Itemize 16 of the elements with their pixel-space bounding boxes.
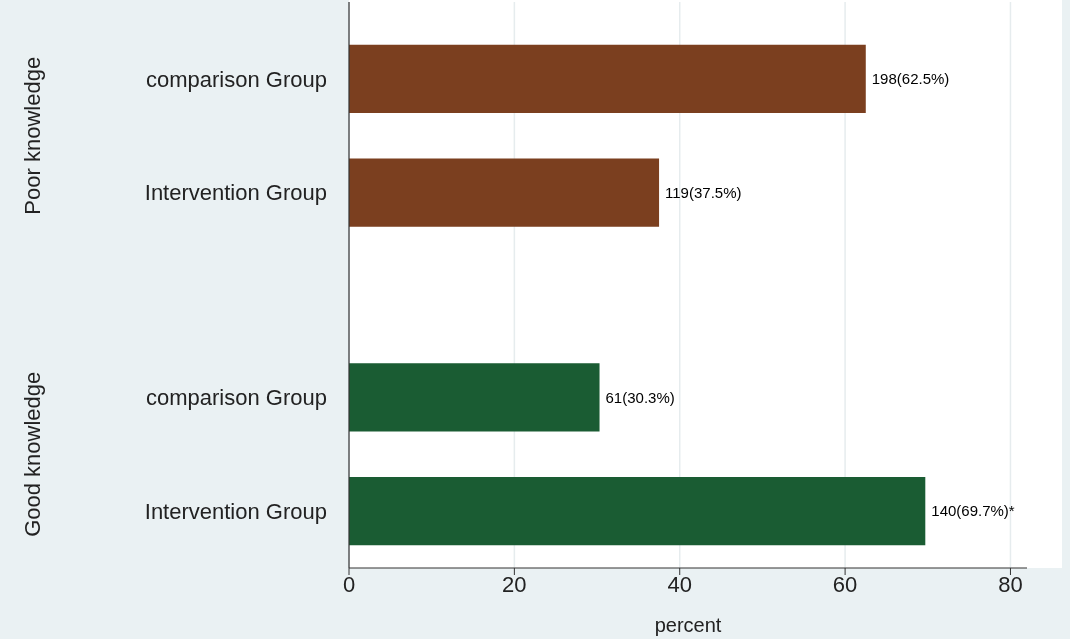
data-label: 119(37.5%) (665, 183, 742, 201)
data-label: 198(62.5%) (871, 70, 950, 88)
data-label: 61(30.3%) (605, 388, 675, 406)
x-tick-label: 20 (502, 572, 527, 597)
data-label: 140(69.7%)* (931, 502, 1015, 520)
x-tick-label: 40 (667, 572, 692, 597)
x-axis-title: percent (654, 614, 722, 636)
y-tick-label: Intervention Group (144, 498, 327, 524)
y-tick-label: comparison Group (146, 66, 327, 92)
x-tick-label: 80 (998, 572, 1023, 597)
text: Good knowledge (20, 371, 45, 537)
x-tick-label: 60 (832, 572, 858, 597)
text: Poor knowledge (20, 56, 45, 215)
y-tick-label: comparison Group (146, 385, 327, 411)
y-tick-label: Intervention Group (144, 180, 327, 206)
x-tick-label: 0 (342, 572, 356, 597)
